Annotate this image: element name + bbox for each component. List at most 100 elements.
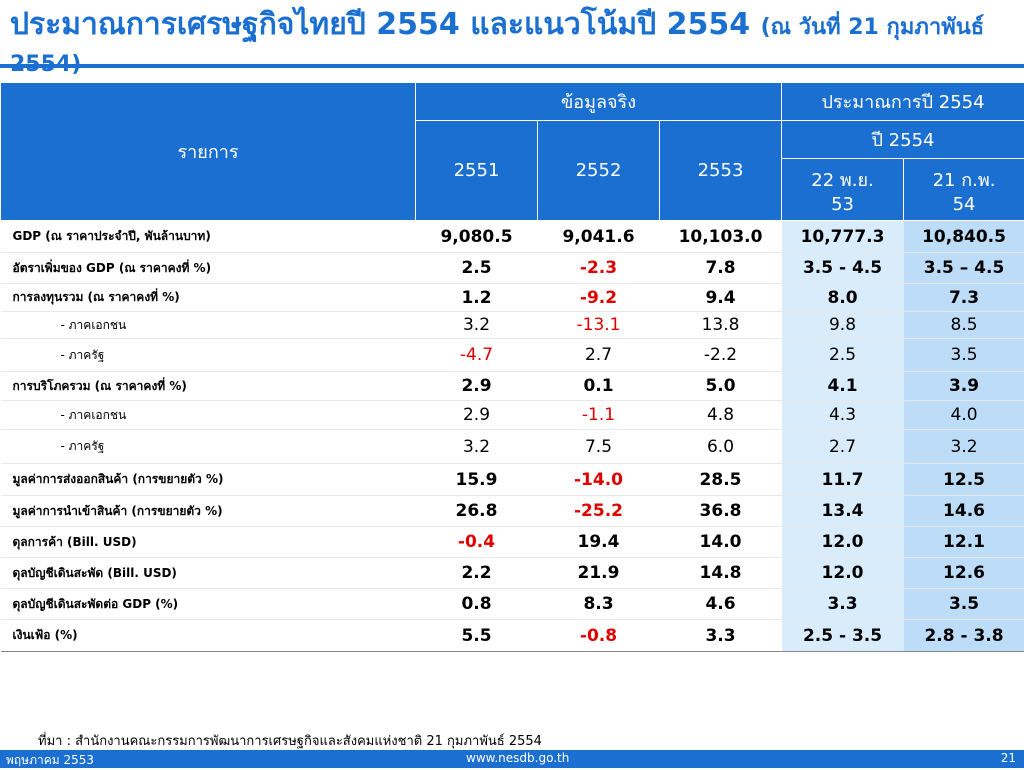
row-label: - ภาคเอกชน bbox=[1, 312, 416, 339]
row-label: อัตราเพิ่มของ GDP (ณ ราคาคงที่ %) bbox=[1, 253, 416, 284]
cell: 28.5 bbox=[660, 464, 782, 496]
cell: 12.5 bbox=[904, 464, 1024, 496]
cell: -9.2 bbox=[538, 284, 660, 312]
cell: 12.0 bbox=[782, 558, 904, 589]
cell: 26.8 bbox=[416, 496, 538, 527]
cell: -4.7 bbox=[416, 339, 538, 372]
cell: 3.2 bbox=[416, 430, 538, 464]
data-table: รายการ ข้อมูลจริง ประมาณการปี 2554 2551 … bbox=[0, 82, 1024, 652]
footer-date: พฤษภาคม 2553 bbox=[6, 751, 94, 770]
cell: -0.8 bbox=[538, 620, 660, 652]
cell: 8.5 bbox=[904, 312, 1024, 339]
cell: 13.8 bbox=[660, 312, 782, 339]
cell: 9,080.5 bbox=[416, 221, 538, 253]
table-row: มูลค่าการนำเข้าสินค้า (การขยายตัว %)26.8… bbox=[1, 496, 1024, 527]
cell: 6.0 bbox=[660, 430, 782, 464]
cell: 8.3 bbox=[538, 589, 660, 620]
cell: 14.0 bbox=[660, 527, 782, 558]
cell: 2.9 bbox=[416, 372, 538, 401]
table-row: มูลค่าการส่งออกสินค้า (การขยายตัว %)15.9… bbox=[1, 464, 1024, 496]
row-label: ดุลบัญชีเดินสะพัดต่อ GDP (%) bbox=[1, 589, 416, 620]
cell: 7.3 bbox=[904, 284, 1024, 312]
cell: 12.1 bbox=[904, 527, 1024, 558]
header-year: 2553 bbox=[660, 121, 782, 221]
cell: 5.5 bbox=[416, 620, 538, 652]
row-label: GDP (ณ ราคาประจำปี, พันล้านบาท) bbox=[1, 221, 416, 253]
cell: 4.8 bbox=[660, 401, 782, 430]
cell: 3.5 bbox=[904, 589, 1024, 620]
header-year: 2552 bbox=[538, 121, 660, 221]
cell: 11.7 bbox=[782, 464, 904, 496]
cell: 3.5 - 4.5 bbox=[782, 253, 904, 284]
cell: 2.9 bbox=[416, 401, 538, 430]
cell: 2.5 bbox=[782, 339, 904, 372]
source: ที่มา : สำนักงานคณะกรรมการพัฒนาการเศรษฐก… bbox=[38, 730, 542, 751]
row-label: ดุลการค้า (Bill. USD) bbox=[1, 527, 416, 558]
row-label: ดุลบัญชีเดินสะพัด (Bill. USD) bbox=[1, 558, 416, 589]
cell: 2.2 bbox=[416, 558, 538, 589]
cell: 3.2 bbox=[416, 312, 538, 339]
cell: 4.0 bbox=[904, 401, 1024, 430]
title-rule bbox=[0, 64, 1024, 68]
cell: 3.5 – 4.5 bbox=[904, 253, 1024, 284]
cell: 3.3 bbox=[660, 620, 782, 652]
row-label: - ภาครัฐ bbox=[1, 430, 416, 464]
cell: 4.1 bbox=[782, 372, 904, 401]
row-label: การบริโภครวม (ณ ราคาคงที่ %) bbox=[1, 372, 416, 401]
header-actual: ข้อมูลจริง bbox=[416, 83, 782, 121]
cell: 10,103.0 bbox=[660, 221, 782, 253]
cell: 36.8 bbox=[660, 496, 782, 527]
row-label: เงินเฟ้อ (%) bbox=[1, 620, 416, 652]
cell: 14.6 bbox=[904, 496, 1024, 527]
cell: -2.2 bbox=[660, 339, 782, 372]
footer-url: www.nesdb.go.th bbox=[466, 751, 569, 765]
title: ประมาณการเศรษฐกิจไทยปี 2554 และแนวโน้มปี… bbox=[10, 8, 1010, 82]
header-year: 2551 bbox=[416, 121, 538, 221]
cell: 2.8 - 3.8 bbox=[904, 620, 1024, 652]
cell: 3.3 bbox=[782, 589, 904, 620]
cell: 5.0 bbox=[660, 372, 782, 401]
header-date: 21 ก.พ. 54 bbox=[904, 159, 1024, 221]
title-main: ประมาณการเศรษฐกิจไทยปี 2554 และแนวโน้มปี… bbox=[10, 7, 750, 42]
header-forecast: ประมาณการปี 2554 bbox=[782, 83, 1024, 121]
header-date: 22 พ.ย. 53 bbox=[782, 159, 904, 221]
row-label: - ภาครัฐ bbox=[1, 339, 416, 372]
row-label: การลงทุนรวม (ณ ราคาคงที่ %) bbox=[1, 284, 416, 312]
cell: 2.7 bbox=[538, 339, 660, 372]
cell: 9.4 bbox=[660, 284, 782, 312]
cell: 9,041.6 bbox=[538, 221, 660, 253]
cell: 12.0 bbox=[782, 527, 904, 558]
cell: -1.1 bbox=[538, 401, 660, 430]
cell: 2.7 bbox=[782, 430, 904, 464]
cell: -2.3 bbox=[538, 253, 660, 284]
cell: 1.2 bbox=[416, 284, 538, 312]
header-item: รายการ bbox=[1, 83, 416, 221]
cell: 2.5 - 3.5 bbox=[782, 620, 904, 652]
cell: 13.4 bbox=[782, 496, 904, 527]
table-row: อัตราเพิ่มของ GDP (ณ ราคาคงที่ %)2.5-2.3… bbox=[1, 253, 1024, 284]
cell: 0.1 bbox=[538, 372, 660, 401]
footer-page: 21 bbox=[1001, 751, 1016, 765]
footer: พฤษภาคม 2553 www.nesdb.go.th 21 bbox=[0, 750, 1024, 768]
row-label: - ภาคเอกชน bbox=[1, 401, 416, 430]
row-label: มูลค่าการนำเข้าสินค้า (การขยายตัว %) bbox=[1, 496, 416, 527]
cell: 12.6 bbox=[904, 558, 1024, 589]
row-label: มูลค่าการส่งออกสินค้า (การขยายตัว %) bbox=[1, 464, 416, 496]
cell: -14.0 bbox=[538, 464, 660, 496]
cell: 8.0 bbox=[782, 284, 904, 312]
cell: 3.2 bbox=[904, 430, 1024, 464]
cell: 7.8 bbox=[660, 253, 782, 284]
cell: 4.6 bbox=[660, 589, 782, 620]
cell: 4.3 bbox=[782, 401, 904, 430]
header-forecast-year: ปี 2554 bbox=[782, 121, 1024, 159]
